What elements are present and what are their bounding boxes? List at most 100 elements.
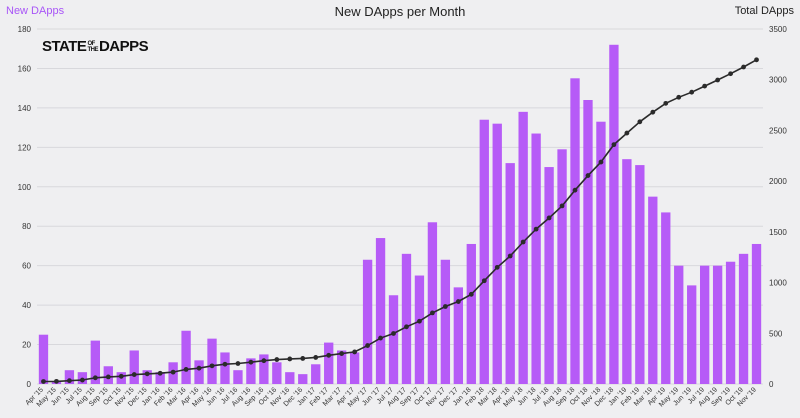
total-dapps-point — [261, 358, 267, 364]
bar — [427, 222, 438, 384]
total-dapps-point — [313, 355, 319, 360]
y-left-tick-label: 120 — [18, 143, 32, 152]
bar — [90, 340, 101, 384]
y-left-tick-label: 40 — [22, 301, 31, 310]
total-dapps-point — [741, 64, 746, 70]
total-dapps-point — [754, 57, 759, 63]
y-right-tick-label: 3000 — [769, 76, 787, 85]
bar — [194, 360, 204, 384]
total-dapps-point — [481, 278, 487, 284]
bar — [570, 78, 580, 385]
total-dapps-point — [442, 304, 448, 309]
y-left-tick-label: 60 — [22, 262, 31, 271]
bar — [311, 364, 321, 384]
total-dapps-point — [391, 331, 396, 336]
bar — [233, 370, 243, 384]
y-left-tick-label: 80 — [22, 222, 31, 231]
legend-total-dapps[interactable]: Total DApps — [734, 5, 794, 17]
total-dapps-point — [430, 310, 435, 316]
bar — [246, 358, 256, 384]
y-left-tick-label: 20 — [22, 341, 31, 350]
bar — [298, 374, 308, 384]
bar — [336, 350, 347, 384]
total-dapps-point — [248, 359, 254, 365]
y-right-tick-label: 1000 — [769, 279, 787, 288]
bar — [661, 212, 671, 384]
bar — [401, 253, 412, 384]
logo-text-state: STATE — [42, 38, 87, 55]
total-dapps-point — [637, 119, 643, 125]
total-dapps-point — [378, 335, 383, 341]
total-dapps-point — [67, 378, 72, 384]
y-right-tick-label: 2500 — [769, 126, 787, 135]
total-dapps-point — [41, 379, 46, 384]
total-dapps-point — [183, 366, 189, 372]
total-dapps-point — [494, 264, 500, 270]
total-dapps-point — [339, 351, 345, 356]
total-dapps-point — [546, 215, 552, 221]
bar — [674, 265, 684, 384]
bar — [362, 259, 373, 384]
bar — [129, 350, 139, 384]
total-dapps-point — [689, 89, 695, 95]
bar — [751, 243, 762, 384]
total-dapps-point — [196, 365, 202, 371]
total-dapps-point — [365, 343, 370, 348]
bar — [388, 295, 399, 384]
total-dapps-point — [559, 203, 565, 209]
bar — [285, 372, 295, 384]
legend-new-dapps[interactable]: New DApps — [6, 5, 65, 17]
total-dapps-point — [326, 352, 332, 358]
total-dapps-point — [702, 83, 708, 89]
bar — [531, 133, 541, 384]
logo-text-of-the: OF THE — [87, 41, 98, 54]
bar — [712, 265, 723, 384]
bar — [155, 372, 165, 384]
total-dapps-point — [235, 361, 241, 366]
total-dapps-point — [611, 142, 617, 148]
bar — [324, 342, 334, 384]
bar — [492, 123, 502, 385]
bar — [518, 111, 528, 384]
total-dapps-point — [170, 369, 176, 375]
bar — [609, 44, 619, 385]
bar — [181, 330, 191, 384]
y-right-tick-label: 0 — [769, 380, 774, 389]
y-right-tick-label: 2000 — [769, 177, 787, 186]
total-dapps-point — [417, 318, 422, 324]
total-dapps-point — [533, 226, 539, 232]
bar — [699, 265, 710, 384]
y-left-tick-label: 160 — [18, 64, 32, 73]
total-dapps-point — [352, 349, 358, 355]
total-dapps-point — [676, 94, 682, 100]
bar — [596, 121, 606, 384]
total-dapps-point — [728, 71, 733, 77]
total-dapps-point — [222, 361, 228, 367]
bar — [220, 352, 230, 384]
bar — [687, 285, 697, 384]
state-of-the-dapps-logo: STATEOF THEDAPPS — [42, 38, 149, 55]
bar — [466, 243, 476, 384]
total-dapps-point — [585, 173, 591, 178]
bar — [583, 100, 593, 384]
y-left-tick-label: 140 — [18, 104, 32, 113]
total-dapps-point — [92, 375, 98, 381]
total-dapps-point — [404, 324, 409, 330]
total-dapps-point — [468, 291, 474, 297]
y-left-tick-label: 180 — [18, 25, 32, 34]
total-dapps-point — [118, 373, 124, 379]
bar — [375, 238, 386, 384]
total-dapps-point — [572, 187, 578, 193]
total-dapps-point — [300, 356, 306, 361]
bar — [622, 159, 632, 384]
bar — [725, 261, 736, 384]
bar — [440, 259, 451, 384]
bar — [207, 338, 217, 384]
total-dapps-point — [54, 378, 59, 384]
total-dapps-point — [715, 77, 721, 83]
bar — [479, 119, 489, 384]
total-dapps-point — [144, 371, 150, 377]
bar — [648, 196, 658, 384]
bar — [557, 149, 567, 384]
